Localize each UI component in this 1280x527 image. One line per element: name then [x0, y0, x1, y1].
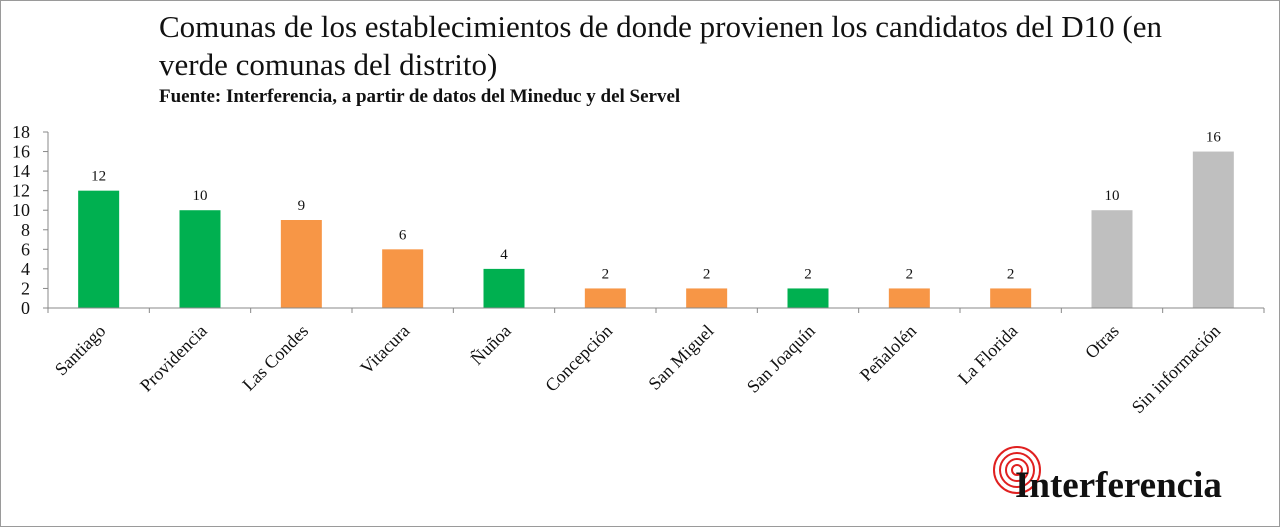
- data-label: 9: [298, 198, 306, 214]
- data-labels: 12 10 9 6 4 2 2 2 2 2 10 16: [91, 130, 1221, 283]
- bars: [78, 151, 1234, 308]
- bar: [686, 288, 728, 308]
- y-tick-label: 14: [12, 161, 30, 181]
- data-label: 2: [804, 266, 812, 282]
- x-tick-label: Otras: [1081, 321, 1123, 363]
- data-label: 16: [1206, 130, 1222, 146]
- data-label: 4: [500, 247, 508, 263]
- y-tick-label: 18: [12, 122, 30, 142]
- bar: [1192, 151, 1234, 308]
- x-tick-label: Concepción: [541, 321, 616, 396]
- bar: [483, 268, 525, 308]
- data-label: 2: [703, 266, 711, 282]
- chart-subtitle: Fuente: Interferencia, a partir de datos…: [159, 86, 681, 107]
- interferencia-logo-icon: [993, 446, 1041, 494]
- x-axis: Santiago Providencia Las Condes Vitacura Ñuñ…: [47, 307, 1265, 418]
- y-tick-label: 10: [12, 200, 30, 220]
- y-tick-label: 2: [21, 278, 30, 298]
- data-label: 6: [399, 227, 407, 243]
- bar: [888, 288, 930, 308]
- x-tick-label: La Florida: [954, 321, 1022, 389]
- x-tick-label: Vitacura: [356, 321, 413, 378]
- x-tick-label: Sin información: [1128, 321, 1225, 418]
- bar: [179, 210, 221, 308]
- x-tick-label: San Miguel: [644, 321, 717, 394]
- x-tick-label: Providencia: [136, 321, 211, 396]
- y-tick-label: 16: [12, 142, 30, 162]
- x-tick-label: Santiago: [51, 321, 110, 380]
- data-label: 10: [1105, 188, 1120, 204]
- chart-title: Comunas de los establecimientos de donde…: [159, 9, 1162, 82]
- bar: [990, 288, 1032, 308]
- bar: [787, 288, 829, 308]
- data-label: 2: [906, 266, 914, 282]
- y-tick-label: 0: [21, 298, 30, 318]
- bar: [1091, 210, 1133, 308]
- bar: [78, 190, 120, 308]
- brand-name: Interferencia: [1015, 465, 1222, 506]
- data-label: 2: [1007, 266, 1015, 282]
- x-tick-label: Ñuñoa: [466, 320, 515, 369]
- data-label: 2: [602, 266, 610, 282]
- y-tick-label: 8: [21, 220, 30, 240]
- y-tick-label: 6: [21, 239, 30, 259]
- x-tick-label: San Joaquín: [743, 321, 819, 397]
- y-tick-label: 4: [21, 259, 30, 279]
- data-label: 10: [193, 188, 208, 204]
- y-tick-label: 12: [12, 181, 30, 201]
- x-tick-label: Las Condes: [238, 321, 312, 395]
- bar: [584, 288, 626, 308]
- bar: [382, 249, 424, 308]
- x-tick-label: Peñalolén: [856, 321, 920, 385]
- data-label: 12: [91, 169, 106, 185]
- bar: [280, 220, 322, 308]
